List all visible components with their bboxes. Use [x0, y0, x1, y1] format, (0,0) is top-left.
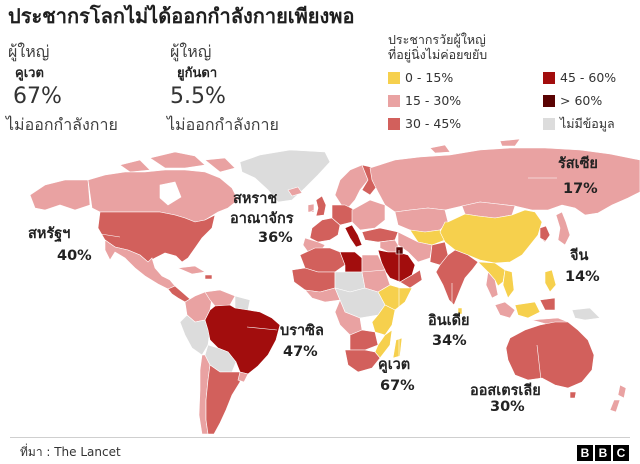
legend-label: > 60% — [560, 93, 603, 108]
region-sri-lanka — [457, 307, 463, 315]
stat-prefix: ผู้ใหญ่ — [170, 42, 212, 61]
region-kuwait — [395, 246, 404, 255]
stat-suffix: ไม่ออกกำลังกาย — [167, 115, 279, 134]
stat-suffix: ไม่ออกกำลังกาย — [6, 115, 118, 134]
map-label-value: 67% — [380, 378, 415, 394]
region-saudi-arabia — [377, 249, 416, 283]
region-cuba — [176, 265, 206, 275]
region-papua — [571, 307, 601, 321]
region-korea — [539, 225, 551, 243]
region-india — [435, 249, 479, 306]
hudson-bay — [159, 181, 182, 206]
footer-divider — [10, 437, 630, 438]
region-vietnam — [502, 269, 515, 299]
legend-swatch — [543, 72, 555, 84]
map-label-name: สหราช — [233, 191, 278, 207]
legend-label: 15 - 30% — [405, 93, 462, 108]
leader-line-china — [539, 237, 567, 253]
region-iran — [397, 231, 433, 263]
leader-line-usa — [87, 231, 121, 238]
map-label-name: จีน — [570, 248, 589, 264]
legend-label: 0 - 15% — [405, 70, 454, 85]
map-label-value: 17% — [563, 181, 598, 197]
legend-swatch — [543, 95, 555, 107]
map-label-name: บราซิล — [280, 323, 324, 339]
region-guianas — [234, 295, 251, 311]
bbc-logo-letter: B — [577, 445, 593, 461]
map-label-value: 30% — [490, 399, 525, 415]
region-iraq-syria — [379, 239, 399, 253]
region-argentina — [205, 364, 241, 435]
bbc-logo-letter: C — [613, 445, 629, 461]
region-france — [309, 217, 341, 243]
stat-value: 5.5% — [170, 84, 226, 109]
region-uruguay — [237, 371, 249, 383]
map-label-value: 40% — [57, 248, 92, 264]
region-brazil — [204, 304, 281, 375]
map-label-value: 14% — [565, 269, 600, 285]
region-central-america — [167, 285, 191, 303]
region-greenland — [239, 149, 331, 203]
region-philippines — [544, 269, 557, 293]
region-borneo — [514, 301, 541, 319]
region-italy — [344, 224, 363, 248]
region-tasmania — [569, 391, 577, 399]
legend-swatch — [388, 95, 400, 107]
map-label-name: รัสเซีย — [558, 156, 598, 172]
region-new-zealand — [609, 384, 627, 413]
region-turkey — [361, 227, 399, 243]
region-yemen-oman — [399, 269, 423, 289]
bbc-logo-letter: B — [595, 445, 611, 461]
region-scandinavia — [334, 164, 369, 209]
map-label-name: สหรัฐฯ — [28, 226, 71, 242]
region-caribbean — [204, 274, 213, 280]
leader-lines — [87, 177, 567, 381]
region-thailand — [485, 271, 499, 299]
legend-label: 45 - 60% — [560, 70, 617, 85]
region-malaysia — [494, 301, 516, 319]
region-angola-zambia — [349, 329, 379, 351]
region-alaska — [29, 179, 91, 211]
region-east-africa — [371, 304, 396, 336]
region-ireland — [307, 203, 315, 213]
legend-swatch — [388, 118, 400, 130]
region-eastern-europe — [351, 199, 386, 231]
stat-country: ยูกันดา — [177, 66, 218, 81]
leader-line-uk — [301, 207, 319, 217]
map-label-name: อินเดีย — [428, 313, 470, 329]
legend-swatch — [388, 72, 400, 84]
legend-title-line: ที่อยู่นิ่งไม่ค่อยขยับ — [388, 47, 488, 62]
region-iceland — [287, 186, 303, 197]
page-title: ประชากรโลกไม่ได้ออกกำลังกายเพียงพอ — [8, 4, 355, 28]
region-madagascar — [392, 337, 403, 359]
map-label-value: 47% — [283, 344, 318, 360]
map-label-name: ออสเตรเลีย — [470, 383, 541, 399]
leader-line-brazil — [246, 326, 278, 331]
map-label-value: 36% — [258, 230, 293, 246]
region-russia — [369, 138, 640, 216]
arctic-islands — [119, 151, 236, 173]
region-southern-africa — [344, 349, 381, 373]
region-kazakhstan — [394, 207, 449, 233]
leader-line-australia — [536, 344, 542, 381]
region-uk — [315, 195, 327, 217]
region-sulawesi — [539, 297, 556, 311]
region-australia — [505, 321, 595, 389]
legend-label: 30 - 45% — [405, 116, 462, 131]
source-text: ที่มา : The Lancet — [20, 445, 121, 459]
stat-value: 67% — [13, 84, 62, 109]
map-label-name: อาณาจักร — [230, 211, 294, 227]
map-label-name: คูเวต — [378, 357, 411, 373]
region-peru — [179, 314, 211, 356]
legend-label: ไม่มีข้อมูล — [560, 116, 615, 131]
legend-title-line: ประชากรวัยผู้ใหญ่ — [388, 32, 486, 47]
region-japan — [555, 211, 571, 246]
legend-swatch — [543, 118, 555, 130]
stat-prefix: ผู้ใหญ่ — [8, 42, 50, 61]
map-label-value: 34% — [432, 333, 467, 349]
stat-country: คูเวต — [15, 66, 44, 81]
